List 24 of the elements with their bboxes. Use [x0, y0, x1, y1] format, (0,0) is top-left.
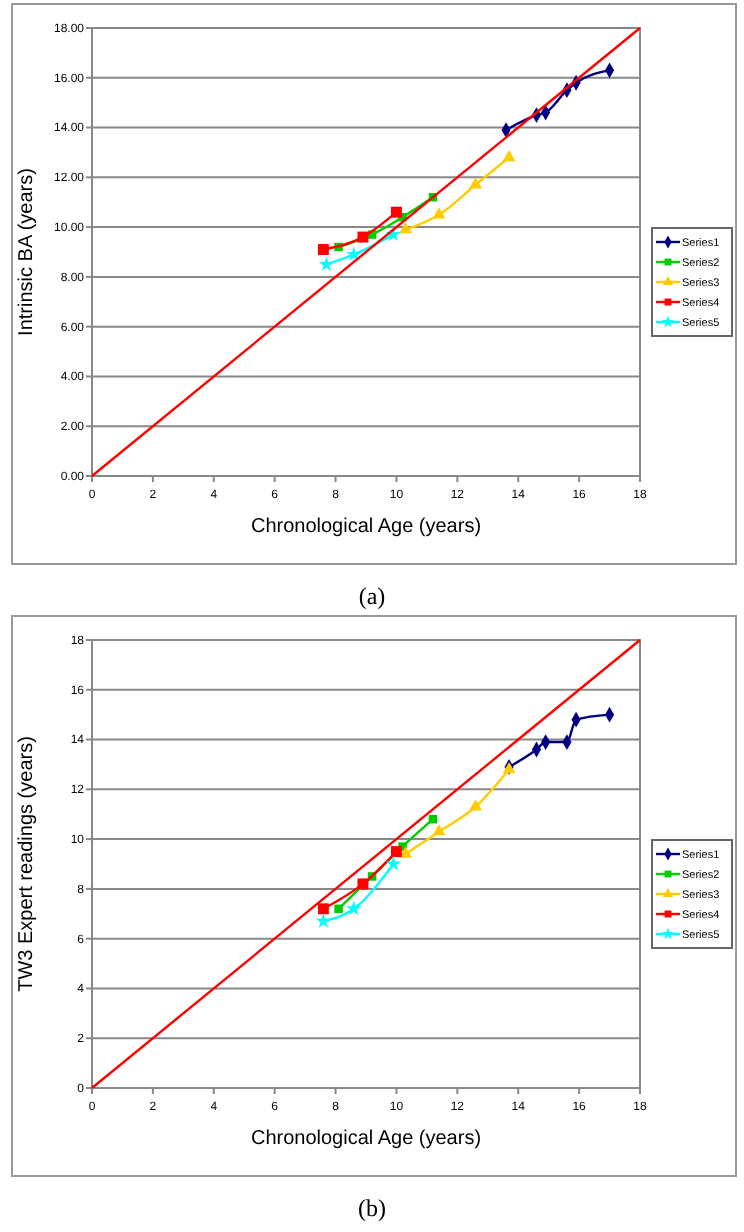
point: [318, 256, 335, 271]
point: [502, 149, 516, 162]
point: [469, 177, 483, 189]
point: [469, 799, 483, 811]
point: [317, 244, 329, 255]
point: [432, 207, 446, 219]
x-axis-title: Chronological Age (years): [250, 516, 482, 538]
point: [357, 878, 369, 890]
point: [399, 846, 413, 858]
point: [357, 231, 369, 243]
point: [315, 913, 331, 928]
point: [385, 855, 402, 871]
point: [432, 824, 446, 836]
point: [346, 900, 362, 916]
text: (b): [358, 1194, 386, 1222]
text: (a): [358, 582, 386, 610]
y-axis-title: TW3 Expert readings (years): [16, 736, 38, 992]
point: [317, 903, 329, 915]
y-axis-title: Intrinsic BA (years): [16, 168, 38, 336]
point: [390, 846, 402, 858]
point: [390, 206, 402, 218]
point: [334, 904, 343, 914]
x-axis-title: Chronological Age (years): [250, 1128, 482, 1150]
point: [399, 222, 413, 234]
